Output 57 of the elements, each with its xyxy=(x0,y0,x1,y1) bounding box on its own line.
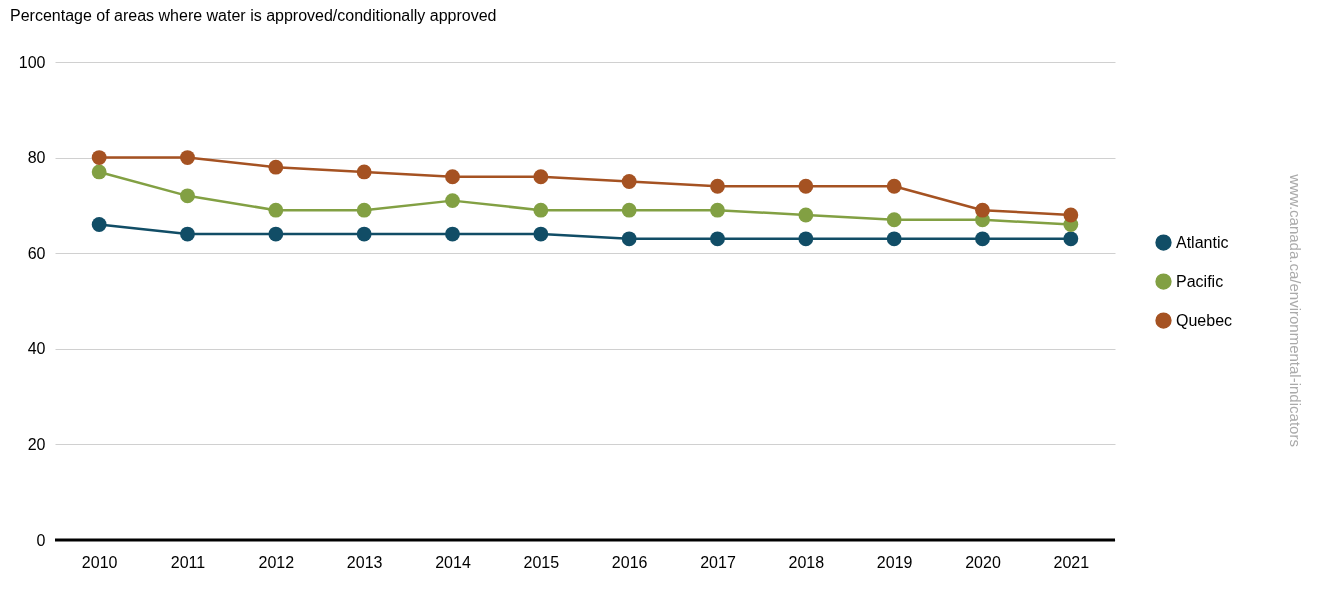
point xyxy=(621,202,637,218)
point xyxy=(975,202,990,218)
x-tick-label: 2021 xyxy=(1053,553,1090,571)
point xyxy=(710,231,725,247)
point xyxy=(180,150,195,165)
point xyxy=(621,174,637,189)
point xyxy=(798,207,814,223)
point xyxy=(886,178,902,194)
point xyxy=(268,202,284,218)
y-tick-label: 40 xyxy=(27,340,46,358)
x-tick-label: 2012 xyxy=(258,553,295,571)
y-tick-label: 0 xyxy=(36,531,46,549)
point xyxy=(798,231,814,247)
x-tick-label: 2011 xyxy=(170,553,206,571)
x-tick-label: 2019 xyxy=(876,553,913,571)
point xyxy=(268,159,284,175)
x-tick-label: 2017 xyxy=(700,553,736,571)
point xyxy=(886,231,902,247)
legend-label: Pacific xyxy=(1176,272,1224,290)
point xyxy=(621,231,637,247)
point xyxy=(533,226,549,242)
point xyxy=(798,178,814,194)
x-tick-label: 2013 xyxy=(346,553,383,571)
point xyxy=(91,164,107,180)
point xyxy=(533,202,549,218)
point xyxy=(1063,207,1079,223)
point xyxy=(356,164,372,180)
point xyxy=(710,202,725,218)
point xyxy=(356,202,372,218)
point xyxy=(533,169,549,185)
point xyxy=(91,217,107,232)
x-tick-label: 2018 xyxy=(788,553,825,571)
y-tick-label: 100 xyxy=(18,53,46,71)
x-tick-label: 2014 xyxy=(435,553,471,571)
point xyxy=(180,188,195,204)
y-tick-label: 20 xyxy=(27,435,46,453)
point xyxy=(975,231,990,247)
legend-label: Atlantic xyxy=(1176,233,1229,251)
point xyxy=(886,212,902,228)
y-tick-label: 80 xyxy=(27,149,46,167)
text: www.canada.ca/environmental-indicators xyxy=(1287,173,1304,447)
point xyxy=(445,226,460,242)
x-tick-label: 2016 xyxy=(611,553,648,571)
point xyxy=(445,169,460,185)
point xyxy=(180,226,195,242)
point xyxy=(268,226,284,242)
x-tick-label: 2015 xyxy=(523,553,560,571)
legend-label: Quebec xyxy=(1176,311,1233,329)
chart-title: Percentage of areas where water is approved/conditionally approved xyxy=(10,7,497,24)
y-tick-label: 60 xyxy=(27,244,46,262)
point xyxy=(1063,231,1079,247)
x-tick-label: 2020 xyxy=(965,553,1001,571)
x-tick-label: 2010 xyxy=(81,553,118,571)
point xyxy=(356,226,372,242)
point xyxy=(91,150,107,165)
point xyxy=(445,193,460,209)
point xyxy=(710,178,725,194)
